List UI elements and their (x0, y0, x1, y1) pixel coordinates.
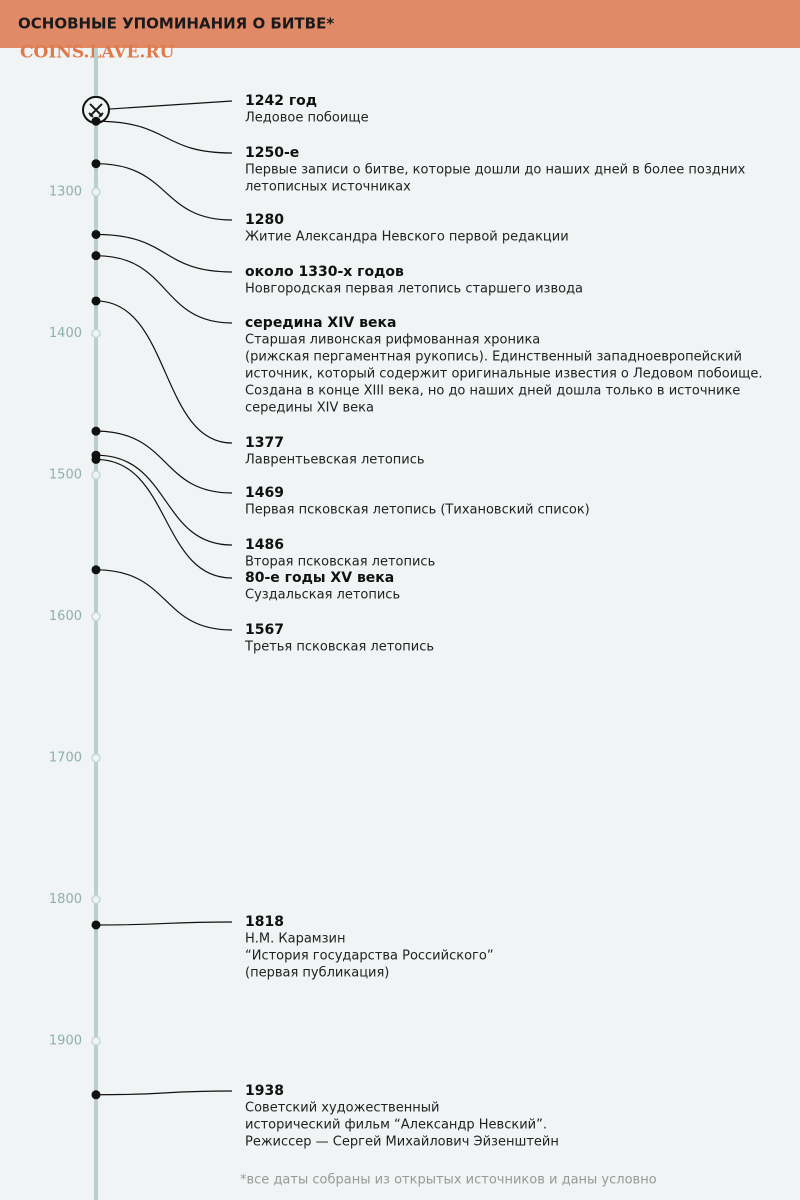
connector (95, 454, 233, 546)
event-date: 1377 (245, 435, 284, 451)
event-text: Третья псковская летопись (244, 640, 434, 655)
tick-mark (91, 328, 101, 339)
swords (88, 103, 104, 118)
connector (95, 233, 233, 273)
event-dot (91, 565, 101, 575)
tick-mark (91, 470, 101, 480)
connector (95, 300, 233, 444)
event-text: исторический фильм “Александр Невский”. (245, 1118, 547, 1133)
tick-mark (91, 1036, 101, 1046)
event-text: источник, который содержит оригинальные … (245, 367, 763, 382)
event-text: (первая публикация) (245, 966, 389, 981)
event-dot (91, 229, 101, 239)
event-date: 80-е годы XV века (245, 570, 394, 586)
event-text: Житие Александра Невского первой редакци… (245, 230, 569, 245)
event-dot (91, 296, 101, 306)
event-date: середина XIV века (245, 315, 396, 331)
event-text: Суздальская летопись (245, 588, 400, 603)
event-text: Первая псковская летопись (Тихановский с… (245, 503, 590, 518)
event-date: 1818 (245, 914, 284, 930)
connector (95, 430, 233, 494)
connector (95, 1090, 233, 1096)
connector (95, 921, 233, 926)
y-tick-label: 1500 (49, 468, 82, 483)
event-text: Вторая псковская летопись (245, 555, 435, 570)
tick-mark (91, 894, 101, 905)
event-date: 1469 (245, 485, 284, 501)
connector (95, 255, 233, 324)
event-date: 1567 (245, 622, 284, 638)
event-date: 1486 (245, 537, 284, 553)
event-text: (рижская пергаментная рукопись). Единств… (245, 350, 742, 365)
event-date: 1280 (245, 212, 284, 228)
tick-mark (91, 753, 101, 763)
connector (95, 569, 233, 631)
connector (95, 163, 233, 221)
event-date: около 1330-х годов (245, 264, 404, 280)
title: ОСНОВНЫЕ УПОМИНАНИЯ О БИТВЕ* (18, 15, 334, 33)
y-tick-label: 1300 (49, 185, 82, 200)
event-text: Старшая ливонская рифмованная хроника (245, 333, 540, 348)
event-date: 1938 (245, 1083, 284, 1099)
event-text: середины XIV века (245, 401, 374, 416)
event-text: летописных источниках (245, 180, 411, 195)
event-date: 1250-е (245, 145, 299, 161)
tick-mark (91, 611, 101, 622)
event-dot (91, 116, 101, 126)
event-text: Создана в конце XIII века, но до наших д… (245, 384, 740, 399)
event-dot (91, 159, 101, 169)
header-bar (0, 0, 800, 48)
event-text: “История государства Российского” (245, 949, 494, 964)
event-dot (91, 920, 101, 930)
event-date: 1242 год (245, 93, 317, 109)
event-text: Новгородская первая летопись старшего из… (245, 282, 583, 297)
event-text: Н.М. Карамзин (245, 932, 345, 947)
event-dot (91, 426, 101, 436)
event-text: Режиссер — Сергей Михайлович Эйзенштейн (245, 1135, 559, 1150)
y-tick-label: 1600 (49, 609, 82, 624)
event-text: Лаврентьевская летопись (245, 453, 425, 468)
connector (95, 458, 233, 579)
y-tick-label: 1400 (49, 326, 82, 341)
y-tick-label: 1800 (49, 892, 82, 907)
y-tick-label: 1700 (49, 751, 82, 766)
event-dot (91, 1090, 101, 1100)
event-text: Советский художественный (245, 1101, 439, 1116)
event-dot (91, 251, 101, 261)
footnote: *все даты собраны из открытых источников… (240, 1173, 657, 1188)
y-tick-label: 1900 (49, 1034, 82, 1049)
event-text: Ледовое побоище (245, 111, 369, 126)
connector (95, 100, 233, 111)
tick-mark (91, 187, 101, 197)
connector (95, 120, 233, 154)
event-text: Первые записи о битве, которые дошли до … (245, 163, 746, 178)
event-dot (91, 454, 101, 464)
